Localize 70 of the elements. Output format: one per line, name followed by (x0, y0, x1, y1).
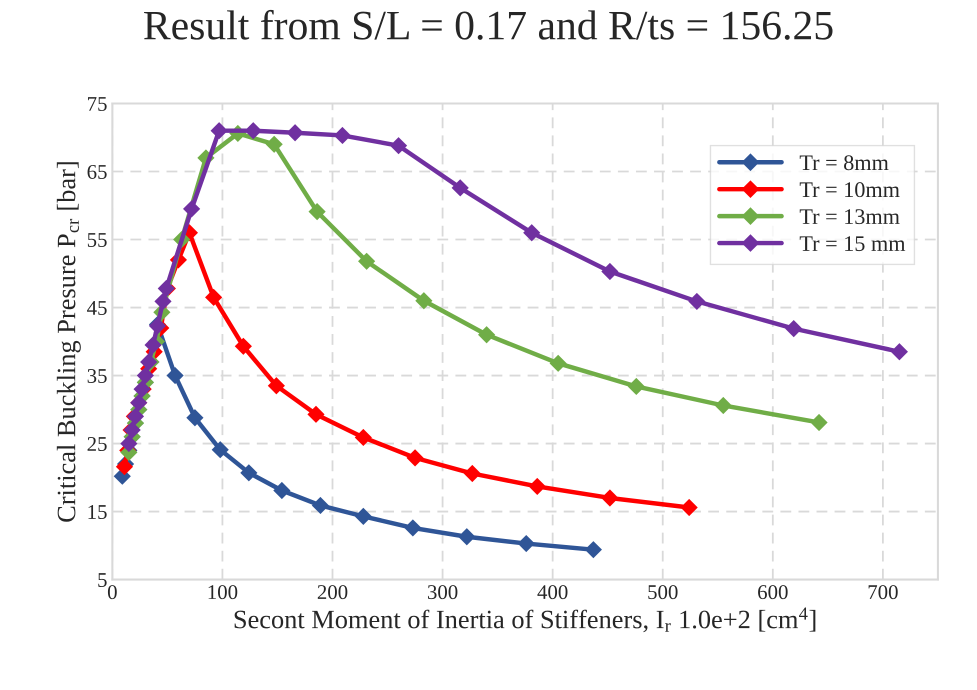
legend-label: Tr = 13mm (800, 209, 900, 224)
point (891, 343, 908, 360)
x-tick-label: 300 (428, 585, 458, 600)
point (154, 293, 172, 310)
legend-label: Tr = 15 mm (800, 236, 906, 252)
point (358, 252, 376, 270)
legend-label: Tr = 10mm (800, 182, 900, 198)
point (312, 497, 329, 514)
point (528, 478, 546, 495)
point (144, 336, 162, 354)
point (464, 465, 481, 482)
point (523, 224, 540, 242)
point (234, 338, 252, 355)
y-tick-label: 55 (88, 233, 107, 247)
point (166, 367, 184, 384)
point (186, 409, 204, 426)
point (240, 464, 258, 482)
point (785, 320, 802, 338)
point (688, 293, 706, 310)
point (404, 520, 422, 536)
x-tick-label: 200 (318, 585, 348, 600)
point (628, 378, 645, 395)
legend-label: Tr = 8mm (800, 155, 889, 170)
point (714, 397, 732, 414)
chart-title: Result from S/L = 0.17 and R/ts = 156.25 (144, 10, 833, 40)
point (415, 292, 432, 310)
y-tick-label: 5 (98, 573, 107, 588)
point (458, 528, 476, 546)
y-axis-title: Critical Buckling Presure P$_{cr}$ [bar] (56, 162, 81, 522)
y-tick-label: 75 (88, 97, 107, 111)
point (478, 326, 495, 344)
y-tick-label: 35 (88, 368, 107, 383)
x-tick-label: 500 (648, 585, 678, 600)
y-tick-label: 15 (88, 505, 107, 520)
point (585, 541, 602, 558)
point (406, 449, 424, 466)
point (266, 136, 283, 153)
point (286, 124, 304, 142)
point (518, 535, 535, 552)
x-tick-label: 0 (108, 585, 117, 600)
point (244, 122, 262, 140)
point (268, 377, 285, 394)
point (116, 458, 133, 476)
point (273, 482, 290, 499)
point (120, 435, 138, 452)
point (308, 203, 326, 220)
point (137, 367, 154, 384)
point (308, 406, 324, 423)
point (205, 288, 222, 306)
point (354, 429, 372, 446)
point (452, 179, 469, 196)
point (210, 122, 228, 140)
x-tick-label: 600 (758, 585, 788, 600)
point (810, 414, 828, 431)
point (212, 441, 229, 458)
x-tick-label: 700 (868, 585, 898, 600)
point (550, 354, 567, 372)
y-tick-label: 25 (88, 437, 107, 452)
point (183, 200, 200, 218)
y-tick-label: 45 (87, 301, 107, 315)
point (602, 490, 618, 506)
point (680, 499, 698, 516)
y-tick-label: 65 (88, 164, 107, 179)
point (354, 508, 372, 525)
point (390, 137, 407, 154)
point (602, 263, 618, 280)
x-tick-label: 100 (208, 585, 238, 600)
x-axis-title: Secont Moment of Inertia of Stiffeners, I$_{r}$ 1.0e+2 [cm$^{4}$] (234, 608, 816, 632)
point (334, 127, 351, 144)
x-tick-label: 400 (537, 585, 568, 600)
